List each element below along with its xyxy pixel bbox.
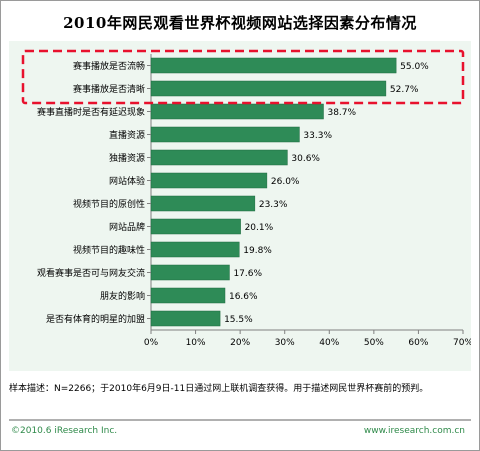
bar-9: [150, 241, 240, 258]
website-text: www.iresearch.com.cn: [363, 426, 465, 436]
value-label-4: 33.3%: [303, 131, 332, 141]
x-tick-label-4: 40%: [319, 338, 339, 348]
category-label-12: 是否有体育的明星的加盟: [46, 313, 145, 325]
value-label-11: 16.6%: [229, 292, 258, 302]
value-label-1: 55.0%: [400, 62, 429, 72]
bar-11: [150, 287, 226, 304]
category-label-3: 赛事直播时是否有延迟现象: [37, 106, 145, 118]
value-label-2: 52.7%: [390, 85, 419, 95]
x-tick-label-7: 70%: [453, 338, 471, 348]
category-label-1: 赛事播放是否流畅: [73, 60, 145, 72]
plot-area: 赛事播放是否流畅 55.0% 赛事播放是否清晰 52.7% 赛事直播时是否有延迟现象 38…: [9, 41, 473, 371]
bar-chart: 赛事播放是否流畅 55.0% 赛事播放是否清晰 52.7% 赛事直播时是否有延迟现象 38…: [21, 49, 473, 348]
x-tick-label-3: 30%: [275, 338, 295, 348]
category-label-2: 赛事播放是否清晰: [73, 83, 145, 95]
bar-2: [150, 80, 387, 97]
highlight-box: [21, 49, 465, 105]
category-label-11: 朋友的影响: [100, 290, 145, 302]
category-label-9: 视频节目的趣味性: [73, 244, 145, 256]
category-label-10: 观看赛事是否可与网友交流: [37, 267, 145, 279]
value-label-12: 15.5%: [224, 315, 253, 325]
copyright-text: ©2010.6 iResearch Inc.: [11, 426, 118, 436]
bar-5: [150, 149, 288, 166]
category-label-4: 直播资源: [109, 129, 145, 141]
footer-divider: [9, 419, 471, 421]
x-tick-label-2: 20%: [230, 338, 250, 348]
bar-8: [150, 218, 241, 235]
chart-title: 2010年网民观看世界杯视频网站选择因素分布情况: [63, 14, 417, 32]
value-label-9: 19.8%: [243, 246, 272, 256]
bar-3: [150, 103, 324, 120]
bar-4: [150, 126, 300, 143]
sample-note: 样本描述：N=2266；于2010年6月9日-11日通过网上联机调查获得。用于描…: [9, 384, 429, 394]
category-label-5: 独播资源: [109, 152, 145, 164]
value-label-5: 30.6%: [291, 154, 320, 164]
bar-7: [150, 195, 256, 212]
bar-10: [150, 264, 230, 281]
bar-12: [150, 310, 221, 327]
value-label-6: 26.0%: [271, 177, 300, 187]
category-label-8: 网站品牌: [109, 221, 145, 233]
value-label-8: 20.1%: [245, 223, 274, 233]
x-tick-label-1: 10%: [186, 338, 206, 348]
value-label-3: 38.7%: [327, 108, 356, 118]
x-tick-label-5: 50%: [364, 338, 384, 348]
value-label-7: 23.3%: [259, 200, 288, 210]
x-tick-label-0: 0%: [144, 338, 159, 348]
x-tick-label-6: 60%: [408, 338, 428, 348]
category-label-7: 视频节目的原创性: [73, 198, 145, 210]
bar-6: [150, 172, 268, 189]
bar-1: [150, 57, 397, 74]
value-label-10: 17.6%: [233, 269, 262, 279]
category-label-6: 网站体验: [109, 175, 145, 187]
